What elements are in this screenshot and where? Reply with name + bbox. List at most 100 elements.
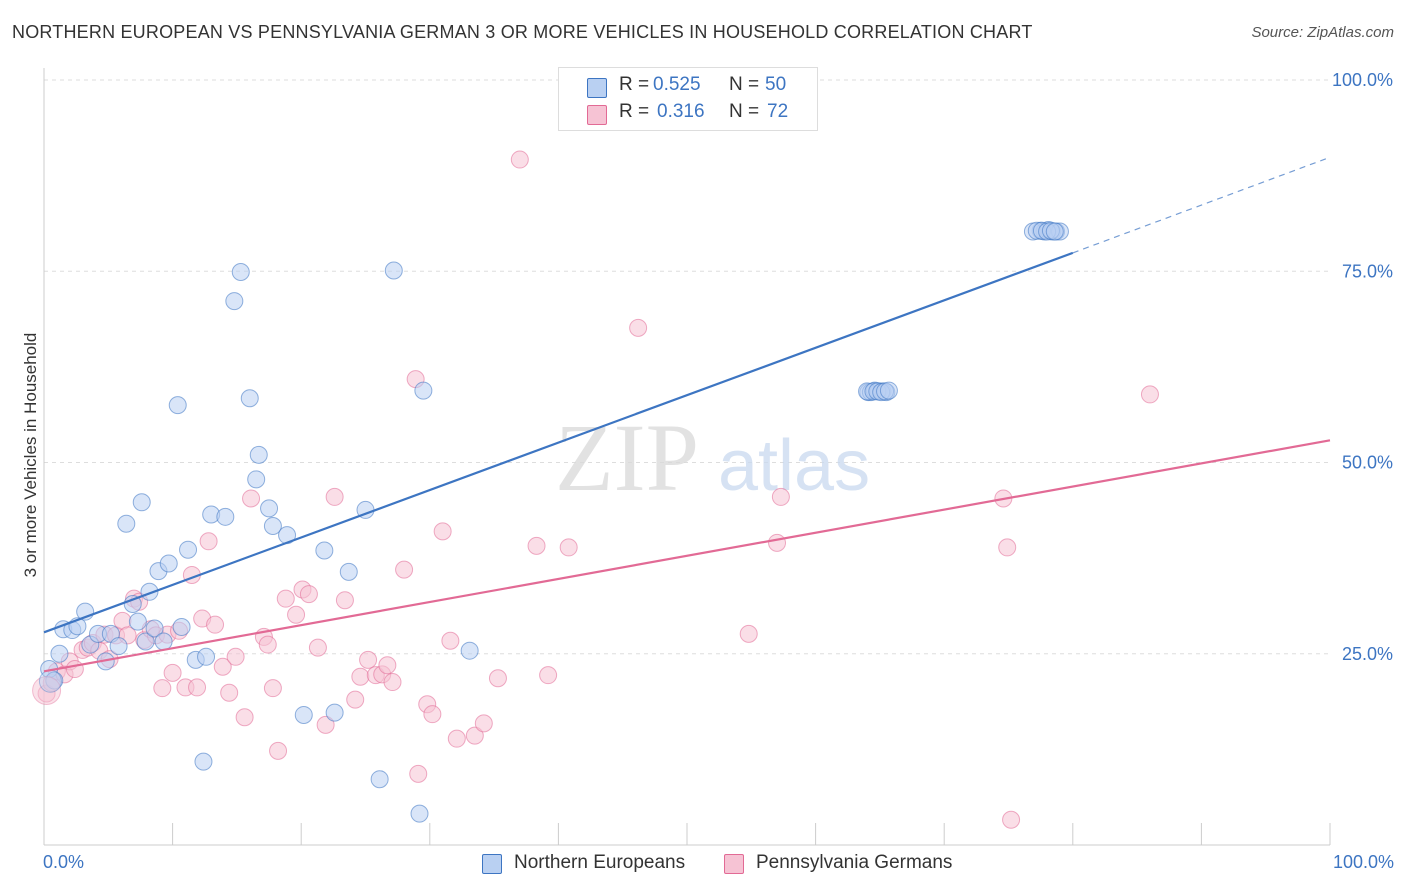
y-tick-label: 75.0%: [1342, 261, 1393, 281]
point-northern: [117, 514, 136, 533]
point-pennsylvania: [771, 487, 790, 506]
point-pennsylvania: [539, 666, 558, 685]
point-pennsylvania: [153, 679, 172, 698]
point-pennsylvania: [629, 318, 648, 337]
point-pennsylvania: [1140, 385, 1159, 404]
trendline-northern-extension: [1072, 156, 1331, 254]
trendline-northern: [43, 251, 1074, 634]
point-pennsylvania: [423, 705, 442, 724]
point-pennsylvania: [163, 663, 182, 682]
point-northern: [260, 499, 279, 518]
point-pennsylvania: [269, 741, 288, 760]
legend-swatch-pennsylvania: [587, 105, 607, 125]
x-tick-max: 100.0%: [1332, 852, 1394, 872]
point-pennsylvania: [65, 660, 84, 679]
r-value: 0.525: [653, 74, 701, 95]
point-pennsylvania: [433, 522, 452, 541]
point-northern: [172, 617, 191, 636]
point-pennsylvania: [188, 678, 207, 697]
point-pennsylvania: [527, 536, 546, 555]
point-cluster-northern: [38, 669, 62, 693]
point-pennsylvania: [325, 487, 344, 506]
r-value: 0.316: [657, 101, 705, 122]
point-northern: [294, 705, 313, 724]
point-northern: [339, 562, 358, 581]
n-label: N =: [729, 101, 760, 122]
point-pennsylvania: [359, 650, 378, 669]
point-pennsylvania: [510, 150, 529, 169]
point-northern: [145, 619, 164, 638]
point-pennsylvania: [409, 764, 428, 783]
r-label: R =: [619, 74, 650, 95]
point-pennsylvania: [465, 726, 484, 745]
point-northern: [136, 632, 155, 651]
point-pennsylvania: [383, 673, 402, 692]
point-pennsylvania: [258, 635, 277, 654]
point-pennsylvania: [998, 538, 1017, 557]
point-pennsylvania: [739, 624, 758, 643]
watermark-zip: ZIP: [555, 404, 699, 511]
point-northern: [132, 493, 151, 512]
point-pennsylvania: [235, 708, 254, 727]
legend-swatch-northern: [587, 78, 607, 98]
point-northern: [168, 396, 187, 415]
point-northern: [216, 507, 235, 526]
r-label: R =: [619, 101, 650, 122]
point-pennsylvania: [226, 647, 245, 666]
y-tick-label: 50.0%: [1342, 453, 1393, 473]
point-northern: [154, 632, 173, 651]
point-pennsylvania: [447, 729, 466, 748]
point-pennsylvania: [1002, 810, 1021, 829]
chart-title: NORTHERN EUROPEAN VS PENNSYLVANIA GERMAN…: [12, 22, 1033, 42]
y-tick-label: 25.0%: [1342, 644, 1393, 664]
point-pennsylvania: [206, 615, 225, 634]
point-northern: [247, 470, 266, 489]
point-northern: [315, 541, 334, 560]
point-northern: [879, 381, 898, 400]
point-pennsylvania: [263, 679, 282, 698]
point-pennsylvania: [474, 714, 493, 733]
point-pennsylvania: [335, 591, 354, 610]
point-northern: [225, 292, 244, 311]
point-pennsylvania: [308, 638, 327, 657]
point-northern: [179, 540, 198, 559]
y-axis-label-wrap: 3 or more Vehicles in Household: [16, 290, 46, 620]
point-northern: [460, 641, 479, 660]
y-tick-label: 100.0%: [1332, 70, 1393, 90]
source-label: Source: ZipAtlas.com: [1251, 24, 1394, 41]
point-pennsylvania: [199, 532, 218, 551]
point-pennsylvania: [276, 589, 295, 608]
point-pennsylvania: [768, 533, 787, 552]
point-northern: [123, 595, 142, 614]
point-northern: [370, 770, 389, 789]
point-pennsylvania: [351, 667, 370, 686]
y-axis-label: 3 or more Vehicles in Household: [21, 332, 40, 578]
point-northern: [159, 554, 178, 573]
point-pennsylvania: [441, 631, 460, 650]
point-pennsylvania: [488, 669, 507, 688]
point-northern: [384, 261, 403, 280]
point-pennsylvania: [213, 657, 232, 676]
point-cluster-pennsylvania: [32, 675, 62, 705]
point-northern: [263, 516, 282, 535]
legend-swatch-pennsylvania: [724, 854, 744, 874]
point-northern: [410, 804, 429, 823]
trendline-pennsylvania: [43, 439, 1331, 673]
x-tick-min: 0.0%: [43, 852, 85, 872]
stats-legend: R = 0.525 N = 50 R = 0.316 N = 72: [558, 67, 818, 131]
point-northern: [1045, 222, 1064, 241]
point-northern: [50, 644, 69, 663]
point-pennsylvania: [287, 605, 306, 624]
point-northern: [194, 752, 213, 771]
point-pennsylvania: [395, 560, 414, 579]
point-pennsylvania: [316, 715, 335, 734]
point-pennsylvania: [346, 690, 365, 709]
point-pennsylvania: [220, 683, 239, 702]
point-northern: [128, 612, 147, 631]
legend-label-pennsylvania: Pennsylvania Germans: [756, 852, 953, 873]
point-northern: [414, 381, 433, 400]
point-pennsylvania: [378, 656, 397, 675]
point-northern: [325, 703, 344, 722]
point-northern: [109, 637, 128, 656]
n-label: N =: [729, 74, 760, 95]
